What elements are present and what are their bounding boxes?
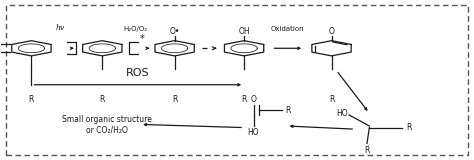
Text: R: R — [241, 95, 247, 104]
Text: O: O — [328, 27, 335, 36]
Text: Small organic structure
or CO₂/H₂O: Small organic structure or CO₂/H₂O — [62, 115, 152, 134]
Text: R: R — [29, 95, 34, 104]
Text: R: R — [406, 123, 411, 132]
Text: R: R — [365, 146, 370, 155]
Text: R: R — [329, 95, 334, 104]
Text: R: R — [172, 95, 177, 104]
Text: ROS: ROS — [126, 68, 150, 78]
Text: H₂O/O₂: H₂O/O₂ — [123, 26, 147, 32]
Text: R: R — [286, 106, 291, 115]
Text: HO: HO — [248, 128, 259, 137]
Text: Oxidation: Oxidation — [271, 26, 305, 32]
Text: hv: hv — [55, 24, 64, 32]
Text: OH: OH — [238, 27, 250, 36]
Text: O: O — [251, 95, 256, 104]
Text: HO: HO — [337, 109, 348, 118]
Text: O•: O• — [169, 27, 180, 36]
Text: *: * — [140, 34, 145, 44]
Text: R: R — [100, 95, 105, 104]
